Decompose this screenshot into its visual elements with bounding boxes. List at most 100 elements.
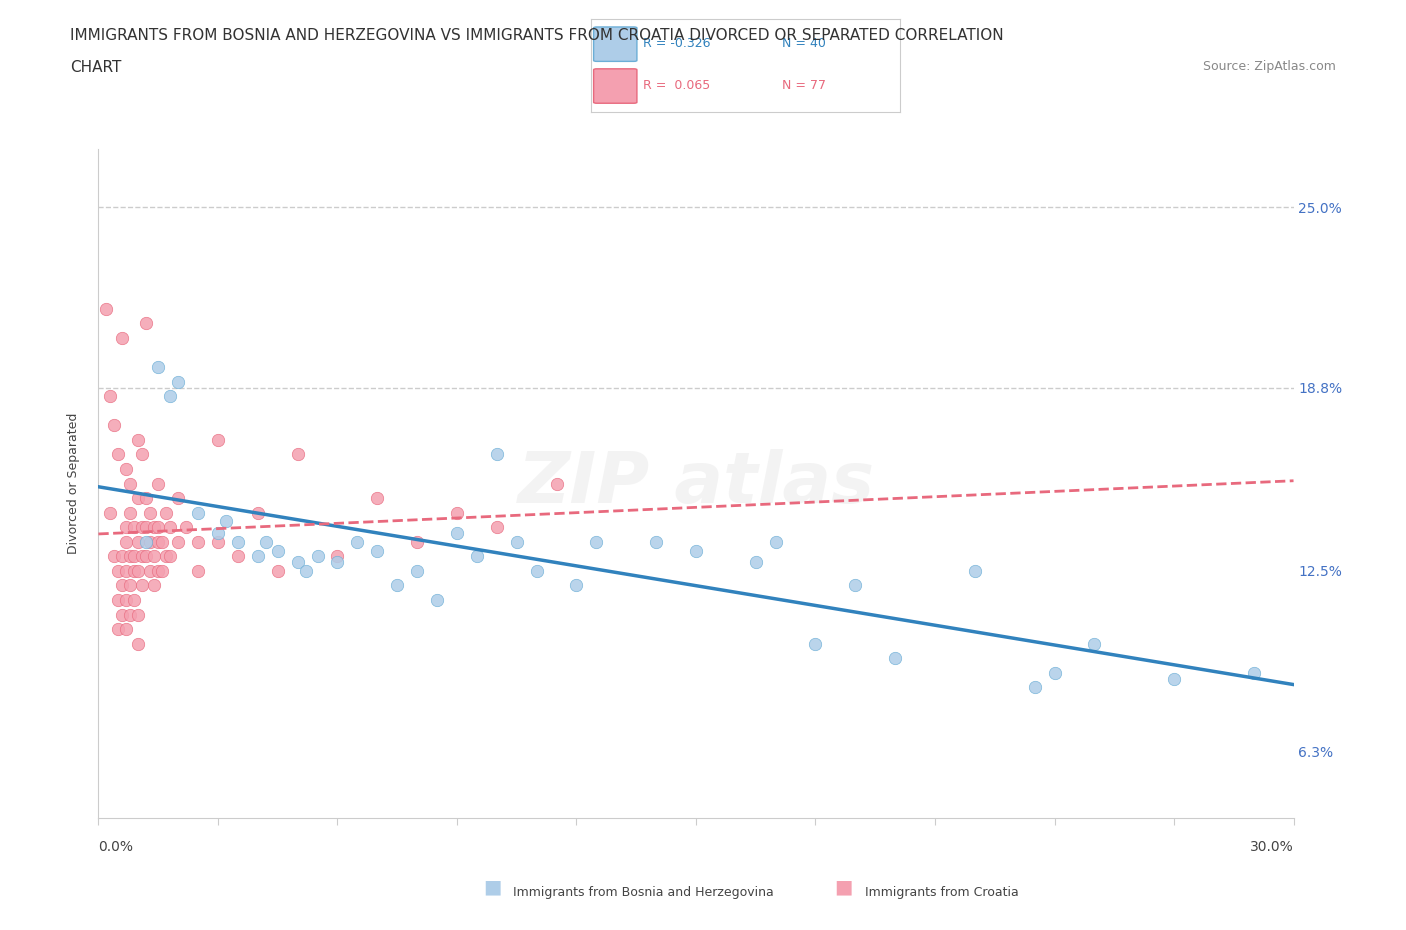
Point [159, 549, 181, 564]
Point [366, 543, 388, 558]
Point [485, 520, 508, 535]
Point [98, 389, 122, 404]
Point [406, 535, 429, 550]
Point [107, 564, 129, 578]
Point [267, 543, 290, 558]
Point [267, 564, 290, 578]
Point [103, 418, 125, 432]
Point [107, 447, 129, 462]
Point [167, 535, 190, 550]
Point [143, 520, 166, 535]
Point [111, 330, 134, 345]
Point [148, 476, 170, 491]
Point [111, 607, 134, 622]
Point [226, 549, 249, 564]
Point [155, 549, 177, 564]
Point [1024, 680, 1046, 695]
Point [167, 374, 190, 389]
Point [143, 578, 166, 593]
Point [526, 564, 548, 578]
Point [131, 578, 153, 593]
Point [127, 432, 149, 447]
Point [685, 543, 707, 558]
Text: 0.0%: 0.0% [98, 840, 134, 854]
Point [120, 578, 142, 593]
Point [150, 535, 173, 550]
Point [1043, 665, 1066, 680]
Point [1163, 671, 1185, 686]
Point [884, 651, 907, 666]
Y-axis label: Divorced or Separated: Divorced or Separated [66, 413, 80, 554]
Point [159, 520, 181, 535]
Point [115, 622, 138, 637]
Point [187, 505, 209, 520]
Point [131, 447, 153, 462]
Point [148, 564, 170, 578]
Point [307, 549, 329, 564]
Point [207, 432, 229, 447]
Point [135, 316, 157, 331]
Point [103, 549, 125, 564]
Point [143, 549, 166, 564]
Point [135, 549, 157, 564]
Point [98, 505, 122, 520]
Point [745, 555, 768, 570]
Point [159, 389, 181, 404]
Point [131, 549, 153, 564]
Point [465, 549, 488, 564]
Point [207, 535, 229, 550]
Point [446, 505, 468, 520]
Text: IMMIGRANTS FROM BOSNIA AND HERZEGOVINA VS IMMIGRANTS FROM CROATIA DIVORCED OR SE: IMMIGRANTS FROM BOSNIA AND HERZEGOVINA V… [70, 28, 1004, 43]
Point [135, 520, 157, 535]
Point [111, 549, 134, 564]
Point [111, 578, 134, 593]
Point [1243, 665, 1265, 680]
Point [150, 564, 173, 578]
Point [120, 549, 142, 564]
Point [120, 476, 142, 491]
Point [287, 447, 309, 462]
Point [366, 491, 388, 506]
Point [645, 535, 668, 550]
Text: Immigrants from Croatia: Immigrants from Croatia [865, 886, 1018, 899]
Text: 30.0%: 30.0% [1250, 840, 1294, 854]
Point [96, 301, 118, 316]
Point [346, 535, 368, 550]
Point [124, 592, 146, 607]
Point [246, 549, 269, 564]
Point [385, 578, 409, 593]
Point [215, 514, 238, 529]
Point [107, 592, 129, 607]
Point [135, 535, 157, 550]
Point [254, 535, 277, 550]
FancyBboxPatch shape [593, 69, 637, 103]
Point [246, 505, 269, 520]
Point [963, 564, 986, 578]
Point [115, 461, 138, 476]
Point [765, 535, 787, 550]
Point [124, 520, 146, 535]
Point [207, 525, 229, 540]
Text: ZIP atlas: ZIP atlas [517, 449, 875, 518]
Point [148, 535, 170, 550]
Point [287, 555, 309, 570]
Point [406, 564, 429, 578]
Point [115, 535, 138, 550]
Text: ■: ■ [482, 878, 502, 897]
Text: R = -0.326: R = -0.326 [643, 37, 710, 50]
Point [120, 505, 142, 520]
Point [115, 520, 138, 535]
Point [139, 505, 162, 520]
Point [107, 622, 129, 637]
Point [120, 607, 142, 622]
Point [174, 520, 197, 535]
Point [131, 520, 153, 535]
Point [115, 592, 138, 607]
Text: Immigrants from Bosnia and Herzegovina: Immigrants from Bosnia and Herzegovina [513, 886, 773, 899]
Point [804, 636, 827, 651]
Point [565, 578, 588, 593]
Point [139, 535, 162, 550]
Text: R =  0.065: R = 0.065 [643, 79, 710, 92]
Point [124, 564, 146, 578]
Point [485, 447, 508, 462]
